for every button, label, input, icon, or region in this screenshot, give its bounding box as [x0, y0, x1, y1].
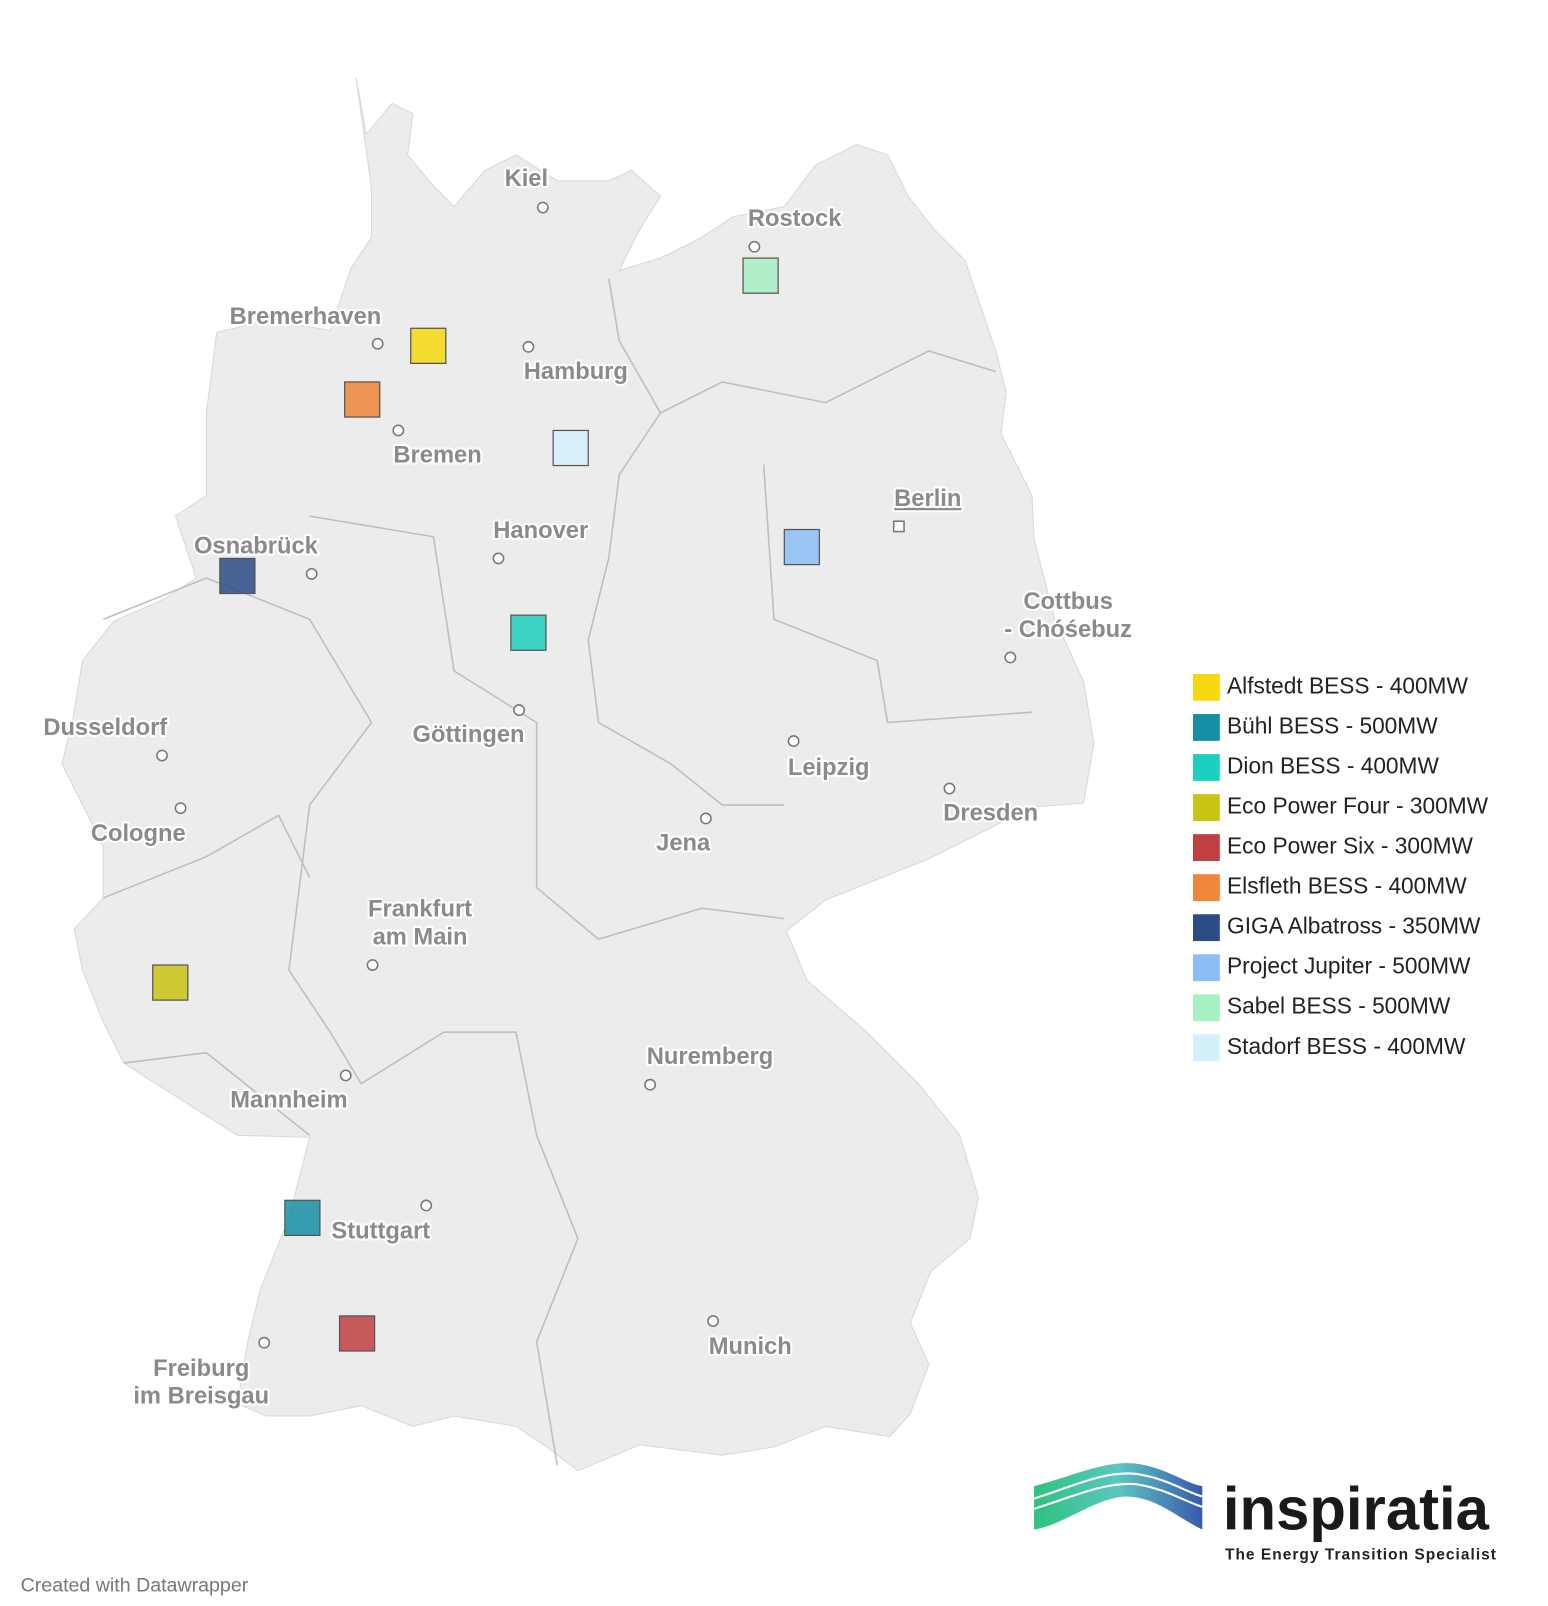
city-label: am Main — [373, 924, 468, 950]
city-dot — [513, 704, 526, 717]
city-label: Osnabrück — [194, 533, 319, 559]
city-label: Kiel — [505, 166, 549, 192]
project-marker — [338, 1315, 376, 1352]
legend-swatch — [1192, 874, 1220, 902]
logo: inspiratia The Energy Transition Special… — [1033, 1463, 1497, 1563]
legend-swatch — [1192, 834, 1220, 861]
legend-label: Eco Power Six - 300MW — [1227, 833, 1473, 859]
city-dot — [536, 201, 549, 214]
state-borders — [102, 278, 1033, 1466]
legend-label: Elsfleth BESS - 400MW — [1227, 873, 1467, 899]
project-marker — [742, 257, 779, 294]
city-label: Stuttgart — [331, 1219, 430, 1245]
city-label: Cottbus — [1023, 589, 1113, 615]
city-label: im Breisgau — [133, 1384, 269, 1410]
city-dot — [366, 959, 379, 971]
city-label: Cologne — [91, 821, 186, 847]
footer: Created with Datawrapper — [21, 1574, 249, 1596]
city-dot — [707, 1315, 720, 1327]
city-dot — [258, 1336, 271, 1349]
city-dot — [748, 240, 761, 253]
legend-label: Bühl BESS - 500MW — [1227, 712, 1438, 738]
city-label: Leipzig — [788, 755, 870, 781]
city-label: Dusseldorf — [43, 715, 167, 741]
legend-swatch — [1192, 994, 1220, 1022]
city-label: Bremen — [393, 443, 481, 469]
city-dot — [420, 1199, 433, 1212]
city-label: Jena — [656, 831, 711, 857]
logo-tagline: The Energy Transition Specialist — [1225, 1546, 1497, 1563]
legend-swatch — [1192, 1034, 1220, 1062]
legend-label: Dion BESS - 400MW — [1227, 752, 1439, 778]
city-dot — [699, 812, 712, 825]
city-dot — [392, 424, 405, 437]
city-dot — [174, 802, 187, 815]
city-label: - Chóśebuz — [1004, 617, 1132, 643]
project-marker — [552, 429, 589, 467]
legend-swatch — [1192, 754, 1220, 781]
city-dot — [371, 337, 384, 350]
legend-swatch — [1192, 954, 1220, 982]
legend-label: GIGA Albatross - 350MW — [1227, 913, 1481, 939]
city-dot — [943, 782, 956, 795]
project-marker — [152, 964, 189, 1001]
city-dot — [492, 552, 505, 565]
legend-label: Project Jupiter - 500MW — [1227, 953, 1471, 979]
project-marker — [783, 528, 821, 566]
city-label: Dresden — [943, 801, 1038, 827]
city-label: Göttingen — [413, 722, 525, 748]
project-marker — [219, 557, 256, 595]
project-marker — [410, 327, 447, 364]
logo-name: inspiratia — [1223, 1476, 1490, 1543]
city-dot — [339, 1069, 352, 1082]
legend-label: Sabel BESS - 500MW — [1227, 993, 1451, 1019]
legend-swatch — [1192, 914, 1220, 942]
city-label: Hamburg — [524, 359, 628, 385]
city-label: Freiburg — [153, 1356, 249, 1382]
city-label: Mannheim — [230, 1088, 347, 1114]
legend-swatch — [1192, 714, 1220, 741]
legend-swatch — [1192, 794, 1220, 821]
capital-dot — [892, 520, 905, 533]
city-dot — [787, 735, 800, 748]
city-label: Frankfurt — [368, 897, 472, 923]
city-label: Berlin — [894, 486, 961, 512]
city-dot — [644, 1078, 657, 1091]
city-dot — [522, 340, 535, 353]
city-label: Bremerhaven — [230, 304, 382, 330]
city-dot — [305, 567, 318, 580]
germany-outline — [61, 77, 1095, 1472]
city-label: Rostock — [748, 206, 842, 232]
project-marker — [510, 614, 547, 651]
project-marker — [344, 381, 381, 418]
project-marker — [284, 1199, 321, 1237]
city-dot — [156, 749, 168, 762]
legend-label: Alfstedt BESS - 400MW — [1227, 672, 1468, 698]
city-dot — [1004, 651, 1017, 664]
city-label: Munich — [709, 1334, 792, 1360]
legend-label: Stadorf BESS - 400MW — [1227, 1033, 1466, 1059]
legend-label: Eco Power Four - 300MW — [1227, 793, 1489, 819]
legend-swatch — [1192, 674, 1220, 701]
city-label: Hanover — [493, 518, 588, 544]
city-label: Nuremberg — [647, 1044, 774, 1070]
